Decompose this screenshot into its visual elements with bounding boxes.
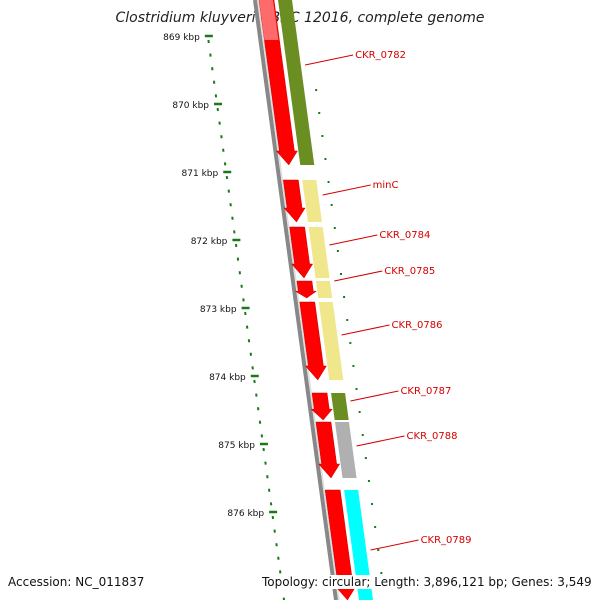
label-leader (322, 184, 371, 196)
label-leader (304, 54, 354, 66)
gene-arrow (283, 179, 306, 223)
topology-info: Topology: circular; Length: 3,896,121 bp… (260, 575, 592, 589)
label-leader (334, 270, 383, 282)
genome-backbone (253, 0, 338, 600)
gene-arrow (310, 392, 333, 421)
gene-arrow (315, 421, 341, 479)
category-band (344, 490, 373, 600)
category-band (318, 302, 344, 380)
tick-label: 870 kbp (172, 101, 209, 111)
label-leader (341, 324, 390, 336)
gene-arrow (299, 301, 327, 381)
tick-label: 874 kbp (209, 373, 246, 383)
tick-label: 872 kbp (191, 237, 228, 247)
label-leader (356, 435, 405, 447)
gene-arrow (294, 280, 318, 299)
tick-label: 876 kbp (227, 509, 264, 519)
gene-label: CKR_0785 (384, 266, 435, 277)
tick-label: 871 kbp (182, 169, 219, 179)
gene-arrow (289, 226, 314, 279)
gene-label: minC (373, 180, 399, 191)
gene-label: CKR_0784 (379, 230, 430, 241)
gene-label: CKR_0787 (400, 386, 451, 397)
partial-gene-band (259, 0, 279, 40)
backbone-highlight (257, 0, 340, 600)
gene-arrow (258, 0, 298, 166)
gene-label: CKR_0786 (392, 320, 443, 331)
category-band (308, 227, 330, 278)
category-band (302, 180, 322, 222)
map-title: Clostridium kluyveri NBRC 12016, complet… (115, 10, 485, 26)
category-band (334, 422, 357, 478)
tick-label: 875 kbp (218, 441, 255, 451)
label-leader (350, 390, 399, 402)
category-band (315, 281, 333, 298)
tick-label: 873 kbp (200, 305, 237, 315)
label-leader (329, 234, 378, 246)
accession-info: Accession: NC_011837 (8, 575, 145, 589)
category-band (331, 393, 349, 420)
category-band (278, 0, 315, 165)
label-leader (370, 539, 419, 551)
gene-label: CKR_0782 (355, 50, 406, 61)
tick-label: 869 kbp (163, 33, 200, 43)
gene-label: CKR_0788 (407, 431, 458, 442)
gene-label: CKR_0789 (421, 535, 472, 546)
